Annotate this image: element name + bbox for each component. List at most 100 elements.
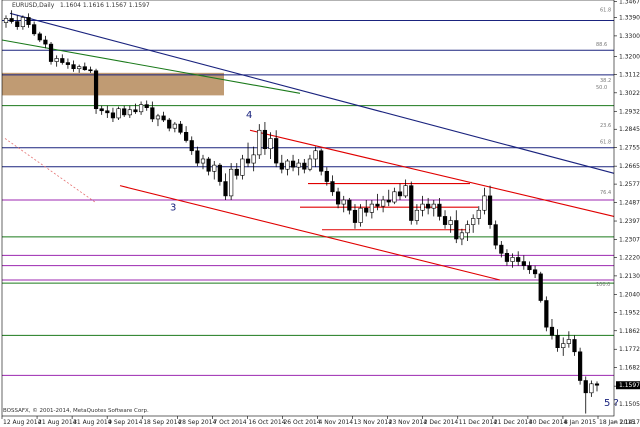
candle[interactable]	[122, 105, 127, 117]
candle[interactable]	[437, 197, 442, 221]
candle[interactable]	[93, 68, 99, 114]
candle[interactable]	[516, 251, 521, 266]
candle[interactable]	[77, 64, 82, 73]
candle[interactable]	[88, 66, 93, 73]
candle[interactable]	[302, 158, 307, 174]
candle[interactable]	[527, 261, 532, 274]
candle[interactable]	[544, 296, 549, 332]
candle[interactable]	[105, 105, 110, 118]
candle[interactable]	[583, 376, 588, 414]
candle[interactable]	[572, 335, 577, 356]
candle[interactable]	[195, 146, 200, 167]
candle[interactable]	[532, 265, 538, 278]
candle[interactable]	[138, 101, 144, 115]
candle[interactable]	[268, 132, 273, 159]
candle[interactable]	[262, 122, 268, 155]
candle[interactable]	[296, 158, 301, 176]
candle[interactable]	[555, 329, 560, 352]
candle[interactable]	[3, 15, 9, 28]
candle[interactable]	[465, 220, 470, 242]
candle[interactable]	[487, 185, 493, 229]
candle[interactable]	[319, 148, 324, 176]
candle[interactable]	[330, 175, 335, 196]
candle[interactable]	[561, 337, 566, 356]
candle[interactable]	[324, 167, 329, 186]
candle[interactable]	[43, 35, 48, 49]
candle[interactable]	[431, 200, 436, 217]
candle[interactable]	[364, 200, 369, 217]
candle[interactable]	[110, 107, 116, 123]
candle[interactable]	[32, 21, 37, 36]
candle[interactable]	[161, 111, 166, 123]
candle[interactable]	[549, 318, 555, 340]
candle[interactable]	[167, 117, 172, 132]
candle[interactable]	[375, 193, 380, 211]
candle[interactable]	[212, 161, 217, 180]
candle[interactable]	[274, 130, 279, 168]
candle[interactable]	[521, 255, 526, 270]
candle[interactable]	[566, 331, 571, 348]
candle[interactable]	[20, 15, 25, 30]
candle[interactable]	[279, 154, 284, 174]
candle[interactable]	[155, 113, 161, 127]
candle[interactable]	[189, 136, 194, 155]
candle[interactable]	[594, 381, 600, 392]
candle[interactable]	[234, 163, 239, 180]
candle[interactable]	[60, 54, 65, 65]
candle[interactable]	[499, 241, 504, 258]
candle[interactable]	[144, 100, 149, 111]
candle[interactable]	[116, 106, 121, 120]
candle[interactable]	[392, 187, 397, 205]
candle[interactable]	[178, 121, 183, 135]
candle[interactable]	[307, 154, 313, 172]
candle[interactable]	[442, 210, 448, 229]
candle[interactable]	[454, 210, 459, 244]
candle[interactable]	[290, 154, 296, 172]
candle[interactable]	[9, 10, 14, 24]
candle[interactable]	[217, 163, 222, 186]
candle[interactable]	[65, 58, 71, 69]
candle[interactable]	[476, 206, 481, 225]
candle[interactable]	[409, 181, 414, 225]
candles-layer[interactable]	[3, 10, 600, 414]
candle[interactable]	[403, 179, 408, 198]
candle[interactable]	[459, 228, 465, 246]
candle[interactable]	[352, 204, 358, 229]
candle[interactable]	[397, 183, 403, 200]
candle[interactable]	[54, 55, 59, 67]
candle[interactable]	[37, 31, 42, 43]
candle[interactable]	[482, 187, 487, 215]
candle[interactable]	[369, 200, 374, 219]
candle[interactable]	[15, 15, 20, 30]
candle[interactable]	[240, 154, 245, 180]
candle[interactable]	[26, 13, 31, 28]
candle[interactable]	[82, 62, 87, 71]
candle[interactable]	[133, 103, 138, 114]
candle[interactable]	[172, 122, 177, 133]
candle[interactable]	[206, 156, 211, 176]
candle[interactable]	[48, 42, 54, 65]
candle[interactable]	[493, 220, 498, 250]
candle[interactable]	[285, 158, 290, 176]
candle[interactable]	[347, 197, 352, 215]
candle[interactable]	[341, 195, 346, 213]
candle[interactable]	[223, 173, 228, 200]
candle[interactable]	[335, 187, 341, 209]
candle[interactable]	[313, 146, 318, 168]
candle[interactable]	[150, 101, 155, 123]
candle[interactable]	[589, 380, 594, 397]
candle[interactable]	[414, 204, 419, 225]
candle[interactable]	[200, 154, 206, 170]
candle[interactable]	[510, 253, 515, 268]
candle[interactable]	[257, 124, 262, 159]
candle[interactable]	[426, 197, 431, 215]
candle[interactable]	[448, 216, 453, 233]
candle[interactable]	[251, 146, 256, 172]
candle[interactable]	[504, 249, 510, 266]
candle[interactable]	[127, 105, 132, 118]
candle[interactable]	[381, 195, 386, 213]
candle[interactable]	[578, 347, 583, 385]
candle[interactable]	[245, 142, 251, 168]
candle[interactable]	[229, 163, 234, 200]
candle[interactable]	[420, 195, 425, 217]
